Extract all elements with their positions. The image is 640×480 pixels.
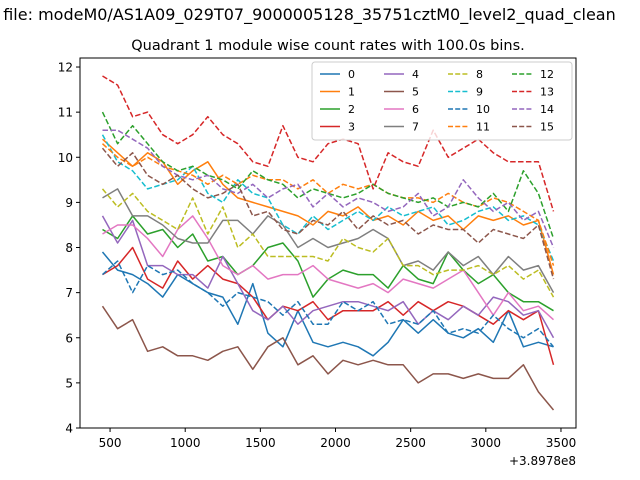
series-line-12 [101,111,555,239]
x-tick-label: 1000 [170,436,201,450]
series-line-15 [101,147,555,280]
legend-label-8: 8 [476,68,483,81]
legend-label-5: 5 [412,86,419,99]
y-tick-label: 12 [58,61,73,75]
y-tick-label: 8 [65,241,73,255]
y-tick-label: 11 [58,106,73,120]
legend-label-15: 15 [540,121,554,134]
legend-label-2: 2 [348,103,355,116]
chart-title: Quadrant 1 module wise count rates with … [131,38,525,54]
legend-label-0: 0 [348,68,355,81]
x-tick-label: 1500 [245,436,276,450]
series-line-6 [102,215,554,321]
y-tick-label: 6 [65,331,73,345]
legend-label-1: 1 [348,86,355,99]
y-tick-label: 5 [65,376,73,390]
plot-frame [79,57,577,429]
legend-label-10: 10 [476,103,490,116]
series-line-1 [101,138,555,275]
legend-label-7: 7 [412,121,419,134]
y-tick-label: 7 [65,286,73,300]
legend-label-9: 9 [476,86,483,99]
y-tick-label: 4 [65,422,73,436]
legend-frame [311,61,573,141]
series-line-8 [101,188,555,298]
series-line-10 [101,260,555,348]
series-line-13 [102,75,555,212]
series-line-4 [101,215,555,339]
series-line-9 [101,134,555,262]
figure-suptitle: n file: modeM0/AS1A09_029T07_9000005128_… [0,5,616,25]
y-tick-label: 9 [65,196,73,210]
series-line-7 [102,188,555,293]
legend-label-13: 13 [540,86,554,99]
legend-label-3: 3 [348,121,355,134]
series-line-5 [101,305,555,411]
x-tick-label: 3000 [471,436,502,450]
y-tick-label: 10 [58,151,73,165]
x-tick-label: 500 [99,436,122,450]
x-axis-offset-label: +3.8978e8 [509,454,576,468]
x-tick-label: 3500 [546,436,577,450]
x-tick-label: 2000 [320,436,351,450]
legend-label-14: 14 [540,103,554,116]
legend-label-11: 11 [476,121,490,134]
legend-label-6: 6 [412,103,419,116]
legend-label-12: 12 [540,68,554,81]
x-tick-label: 2500 [395,436,426,450]
series-layer [101,75,555,411]
legend-label-4: 4 [412,68,419,81]
